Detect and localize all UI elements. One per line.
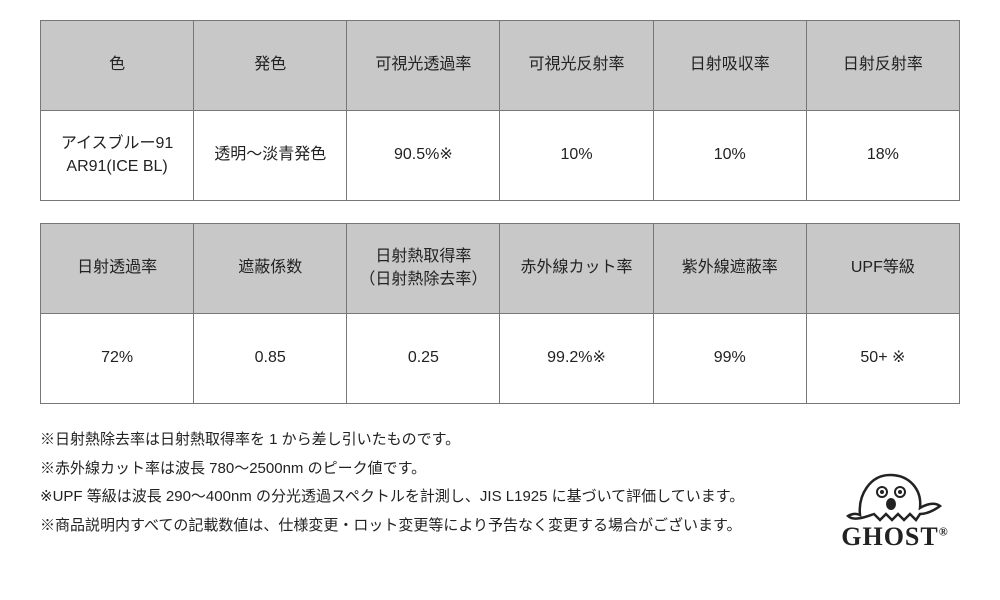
spec-table-1: 色 発色 可視光透過率 可視光反射率 日射吸収率 日射反射率 アイスブルー91A… [40,20,960,201]
t1-c4: 10% [653,111,806,201]
note-1: ※赤外線カット率は波長 780～2500nm のピーク値です。 [40,455,810,484]
t2-c1: 0.85 [194,314,347,404]
t1-c2: 90.5%※ [347,111,500,201]
note-3: ※商品説明内すべての記載数値は、仕様変更・ロット変更等により予告なく変更する場合… [40,512,810,541]
spec-table-2: 日射透過率 遮蔽係数 日射熱取得率（日射熱除去率） 赤外線カット率 紫外線遮蔽率… [40,223,960,404]
t2-h0: 日射透過率 [41,224,194,314]
t2-c0: 72% [41,314,194,404]
ghost-icon [840,460,950,530]
ghost-logo: GHOST® [830,460,960,552]
t2-c2: 0.25 [347,314,500,404]
t1-c0: アイスブルー91AR91(ICE BL) [41,111,194,201]
t1-h1: 発色 [194,21,347,111]
note-0: ※日射熱除去率は日射熱取得率を 1 から差し引いたものです。 [40,426,810,455]
t1-h4: 日射吸収率 [653,21,806,111]
t2-h5: UPF等級 [806,224,959,314]
note-2: ※UPF 等級は波長 290～400nm の分光透過スペクトルを計測し、JIS … [40,483,810,512]
t2-h1: 遮蔽係数 [194,224,347,314]
t2-h4: 紫外線遮蔽率 [653,224,806,314]
t1-c1: 透明～淡青発色 [194,111,347,201]
ghost-logo-text: GHOST® [830,522,960,552]
t2-c4: 99% [653,314,806,404]
t2-h2: 日射熱取得率（日射熱除去率） [347,224,500,314]
t2-c3: 99.2%※ [500,314,653,404]
t1-h0: 色 [41,21,194,111]
t1-c5: 18% [806,111,959,201]
t2-h3: 赤外線カット率 [500,224,653,314]
t1-c3: 10% [500,111,653,201]
t1-h2: 可視光透過率 [347,21,500,111]
footnotes: ※日射熱除去率は日射熱取得率を 1 から差し引いたものです。 ※赤外線カット率は… [40,426,960,540]
t2-c5: 50+ ※ [806,314,959,404]
t1-h3: 可視光反射率 [500,21,653,111]
t1-h5: 日射反射率 [806,21,959,111]
